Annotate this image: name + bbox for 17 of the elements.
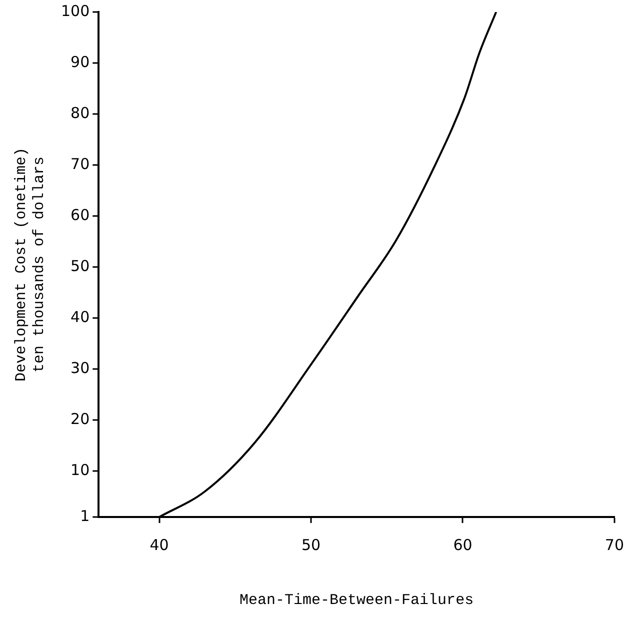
x-tick-label: 70 <box>604 536 624 554</box>
x-axis-title: Mean-Time-Between-Failures <box>240 592 474 609</box>
y-tick-label: 30 <box>70 358 90 377</box>
y-tick-label: 40 <box>70 308 90 326</box>
y-tick-label: 1 <box>80 506 90 525</box>
x-tick-label: 50 <box>301 536 321 554</box>
y-tick-label: 90 <box>70 52 90 71</box>
y-axis-title: Development Cost (onetime) ten thousands of dollars <box>12 147 48 382</box>
x-tick-label: 40 <box>150 536 169 554</box>
y-tick-label: 80 <box>70 104 90 122</box>
y-tick-label: 10 <box>70 460 90 479</box>
y-tick-label: 20 <box>70 410 90 428</box>
x-tick-label: 60 <box>453 536 472 554</box>
y-tick-label: 60 <box>70 206 90 224</box>
y-tick-label: 50 <box>70 256 90 275</box>
y-tick-label: 70 <box>70 154 90 173</box>
y-tick-label: 100 <box>60 2 90 20</box>
